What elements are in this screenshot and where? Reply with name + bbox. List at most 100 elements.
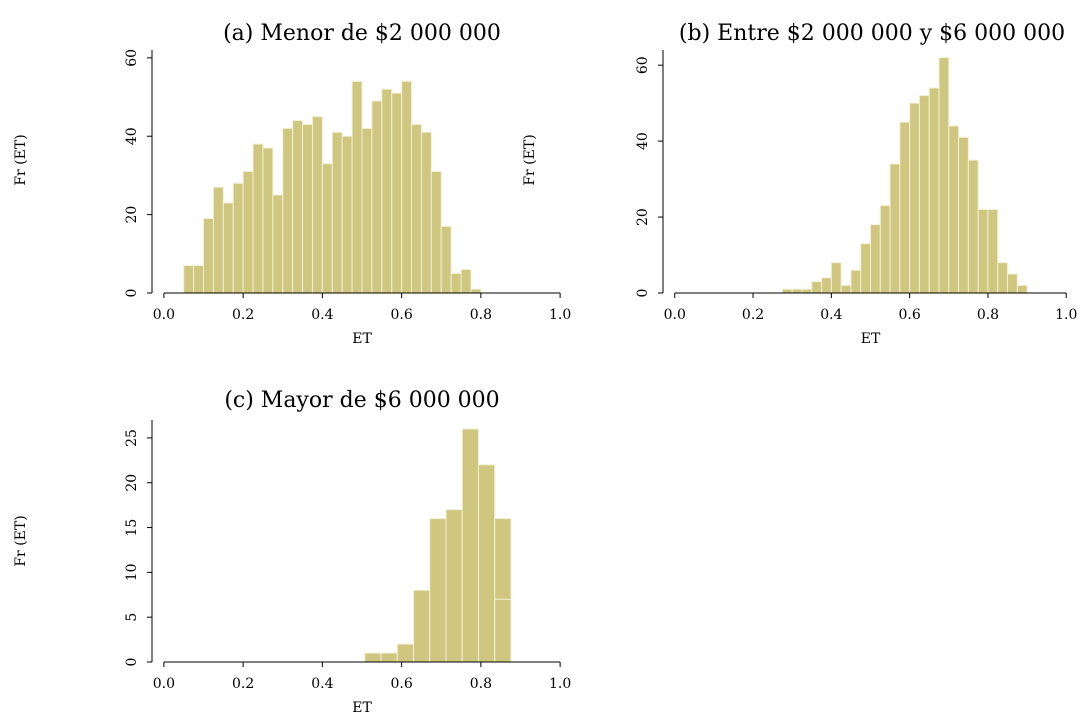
histogram-bar [193,265,205,294]
histogram-bar [292,120,304,294]
y-tick-label: 40 [124,127,140,145]
histogram-bar [967,159,979,294]
y-tick-label: 40 [635,132,651,150]
x-tick-label: 0.8 [470,676,492,692]
histogram-bar [870,224,881,294]
y-tick-label: 25 [124,429,140,447]
x-tick-label: 0.2 [232,676,254,692]
y-axis-label: Fr (ET) [13,134,29,185]
x-tick-label: 0.0 [153,676,175,692]
histogram-bar [430,171,442,294]
x-tick-label: 1.0 [549,307,571,323]
histogram-bar [445,509,463,663]
histogram-bar [830,262,842,294]
panel-title: (c) Mayor de $6 000 000 [224,388,499,413]
x-tick-label: 1.0 [549,676,571,692]
histogram-bar [212,186,224,294]
histogram-bar [460,268,472,294]
histogram-bar [1016,284,1028,294]
y-tick-label: 15 [124,519,140,537]
histogram-bar [977,208,989,294]
histogram-bar [222,202,234,294]
histogram-bar [252,143,264,294]
histogram-bar [470,288,482,294]
histogram-bar [909,102,920,294]
histogram-bar [781,288,793,294]
y-tick-label: 20 [124,206,140,224]
histogram-bar [364,652,382,663]
histogram-bar [411,123,422,294]
histogram-bar [899,121,911,294]
histogram-bar [302,123,313,294]
panel-c: 0.0 0.2 0.4 0.6 0.8 1.0 0 5 10 15 20 25 (c) Mayor de… [13,388,571,716]
histogram-bar [242,171,254,294]
y-tick-label: 10 [124,563,140,581]
y-tick-label: 0 [635,289,651,298]
panel-a: 0.0 0.2 0.4 0.6 0.8 1.0 0 20 40 60 (a) Menor de $2… [13,21,571,347]
y-tick-label: 20 [635,208,651,226]
histogram-bar [272,194,284,294]
y-tick-label: 60 [124,49,140,67]
x-tick-label: 0.2 [232,307,254,323]
y-axis-label: Fr (ET) [522,134,538,185]
x-tick-label: 0.6 [390,676,412,692]
panel-b: 0.0 0.2 0.4 0.6 0.8 1.0 0 20 40 60 (b) Entre $2 00… [522,21,1077,347]
histogram-bar [1007,273,1018,294]
histogram-bar [282,127,294,294]
y-tick-label: 0 [124,658,140,667]
x-tick-label: 0.8 [470,307,492,323]
histogram-bar [918,95,930,294]
histogram-bar [351,80,363,294]
y-tick-label: 0 [124,289,140,298]
histogram-bar [928,87,940,294]
x-axis-label: ET [352,331,372,347]
histogram-bar [371,100,383,294]
x-tick-label: 0.4 [820,307,842,323]
histogram-bar [850,269,862,294]
histogram-bar [420,131,432,294]
x-tick-label: 0.0 [153,307,175,323]
histogram-bar [879,205,891,294]
histogram-bar [997,262,1009,294]
histogram-bar [361,127,373,294]
histogram-bar [391,92,403,294]
histogram-bar [341,135,353,294]
histogram-bar [331,131,343,294]
histogram-bar [401,80,413,294]
histogram-bar [938,57,950,294]
histogram-bar [791,288,803,294]
x-tick-label: 0.0 [664,307,686,323]
histogram-bar [461,428,479,663]
panel-title: (b) Entre $2 000 000 y $6 000 000 [679,21,1065,46]
histogram-bar [183,265,195,294]
histogram-bar [948,125,960,294]
histogram-bar [232,182,244,294]
histogram-bar [860,243,872,294]
x-tick-label: 0.4 [311,307,333,323]
histogram-bar [889,163,901,294]
histogram-bar [311,116,323,294]
histogram-bar [262,147,274,294]
histogram-bar [429,518,447,663]
x-tick-label: 0.8 [977,307,999,323]
x-axis-label: ET [861,331,881,347]
y-axis-label: Fr (ET) [13,515,29,566]
histogram-bar [203,218,214,294]
x-tick-label: 0.4 [311,676,333,692]
x-tick-label: 1.0 [1055,307,1077,323]
histogram-bar [958,136,969,294]
histogram-bar [321,163,333,294]
histogram-bar [821,277,832,294]
histogram-bar [494,598,512,663]
histogram-bar [380,652,398,663]
histogram-bar [381,88,393,294]
histogram-bar [440,225,452,294]
y-tick-label: 5 [124,613,140,622]
x-tick-label: 0.6 [390,307,412,323]
x-tick-label: 0.6 [899,307,921,323]
x-axis-label: ET [352,700,372,716]
histogram-bar [801,288,813,294]
y-tick-label: 20 [124,474,140,492]
histogram-bar [413,589,431,663]
